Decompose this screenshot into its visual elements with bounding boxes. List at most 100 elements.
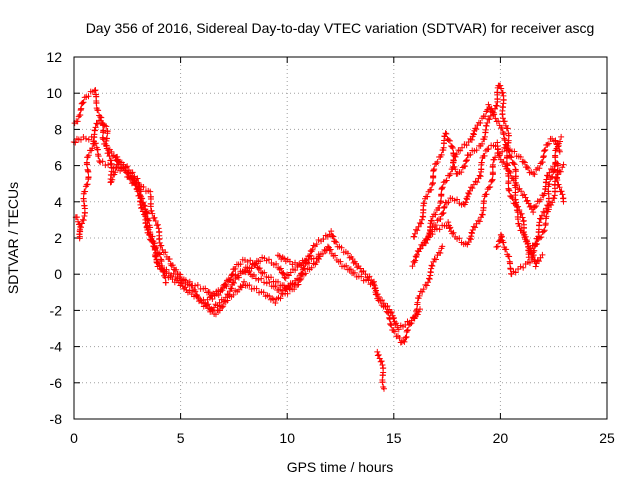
data-point — [458, 169, 465, 176]
data-point — [94, 120, 101, 127]
data-point — [558, 133, 565, 140]
data-point — [533, 202, 540, 209]
data-point — [557, 168, 564, 175]
data-point — [149, 233, 156, 240]
data-point — [438, 198, 445, 205]
data-point — [472, 224, 479, 231]
data-point — [402, 334, 409, 341]
data-point — [462, 199, 469, 206]
data-point — [484, 119, 491, 126]
data-point — [80, 217, 87, 224]
data-point — [512, 196, 519, 203]
data-point — [85, 136, 92, 143]
data-point — [258, 275, 265, 282]
data-point — [151, 247, 158, 254]
data-point — [513, 199, 520, 206]
data-point — [465, 139, 472, 146]
data-point — [462, 163, 469, 170]
data-point — [517, 263, 524, 270]
data-series-arc-4 — [125, 170, 323, 318]
data-point — [324, 243, 331, 250]
data-point — [73, 214, 80, 221]
y-tick-label: -6 — [50, 375, 63, 391]
data-point — [531, 247, 538, 254]
data-point — [429, 179, 436, 186]
data-point — [532, 263, 539, 270]
data-point — [260, 289, 267, 296]
data-point — [136, 192, 143, 199]
data-point — [138, 205, 145, 212]
data-point — [266, 293, 273, 300]
data-point — [450, 229, 457, 236]
data-point — [320, 236, 327, 243]
data-point — [546, 169, 553, 176]
x-axis-label: GPS time / hours — [287, 459, 394, 475]
data-point — [536, 165, 543, 172]
data-point — [449, 143, 456, 150]
y-tick-label: 0 — [54, 266, 62, 282]
data-point — [215, 292, 222, 299]
data-point — [277, 265, 284, 272]
data-point — [518, 188, 525, 195]
data-point — [462, 158, 469, 165]
data-point — [206, 289, 213, 296]
data-series-arc-6 — [274, 228, 446, 346]
data-point — [481, 198, 488, 205]
data-point — [332, 238, 339, 245]
data-point — [499, 148, 506, 155]
data-point — [155, 250, 162, 257]
data-point — [483, 123, 490, 130]
data-point — [292, 267, 299, 274]
data-point — [149, 210, 156, 217]
data-point — [227, 285, 234, 292]
data-points — [70, 82, 567, 392]
data-point — [508, 193, 515, 200]
data-point — [162, 249, 169, 256]
data-point — [504, 162, 511, 169]
data-point — [222, 281, 229, 288]
data-point — [309, 246, 316, 253]
data-point — [128, 174, 135, 181]
data-point — [308, 264, 315, 271]
data-point — [526, 259, 533, 266]
data-point — [445, 199, 452, 206]
y-tick-label: -2 — [50, 302, 63, 318]
data-point — [145, 226, 152, 233]
data-point — [504, 125, 511, 132]
data-point — [400, 337, 407, 344]
data-point — [486, 116, 493, 123]
data-point — [147, 188, 154, 195]
data-point — [97, 117, 104, 124]
data-point — [485, 115, 492, 122]
data-point — [85, 174, 92, 181]
data-point — [411, 314, 418, 321]
data-point — [112, 169, 119, 176]
data-point — [553, 145, 560, 152]
data-point — [357, 265, 364, 272]
data-point — [505, 139, 512, 146]
data-point — [517, 154, 524, 161]
data-point — [537, 216, 544, 223]
data-point — [551, 167, 558, 174]
data-point — [152, 218, 159, 225]
data-point — [425, 279, 432, 286]
data-point — [470, 223, 477, 230]
data-point — [535, 258, 542, 265]
data-point — [104, 130, 111, 137]
data-point — [489, 161, 496, 168]
y-tick-label: 4 — [54, 194, 62, 210]
data-point — [481, 152, 488, 159]
data-point — [492, 154, 499, 161]
data-point — [108, 157, 115, 164]
data-point — [559, 164, 566, 171]
data-point — [415, 248, 422, 255]
data-point — [485, 146, 492, 153]
data-point — [360, 268, 367, 275]
data-point — [472, 125, 479, 132]
data-point — [412, 313, 419, 320]
data-point — [539, 212, 546, 219]
data-point — [445, 137, 452, 144]
y-tick-label: -8 — [50, 411, 63, 427]
data-point — [308, 248, 315, 255]
